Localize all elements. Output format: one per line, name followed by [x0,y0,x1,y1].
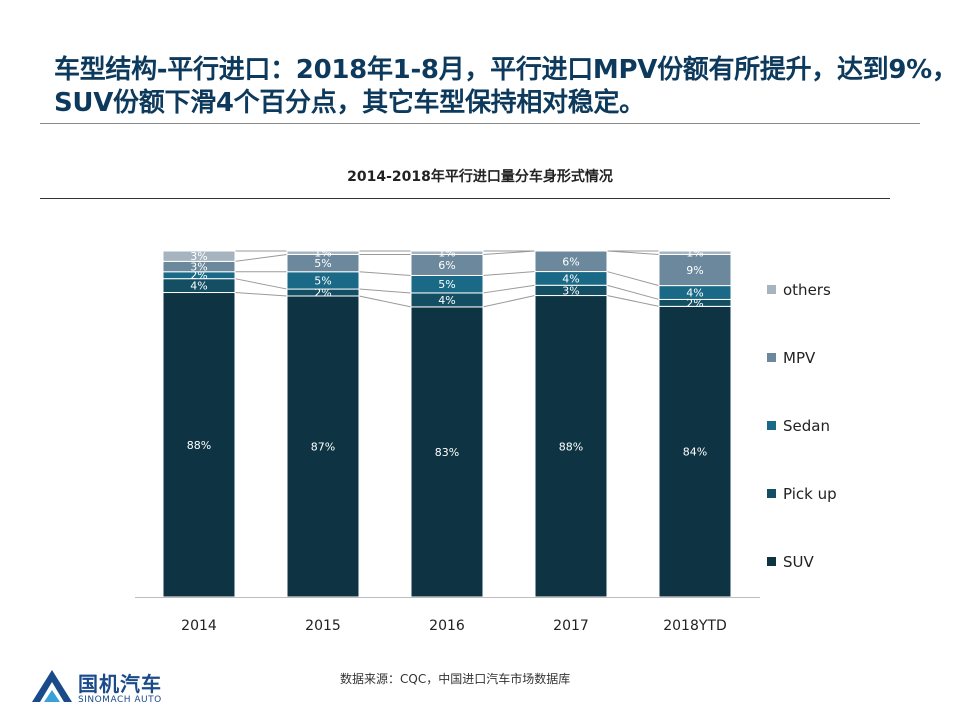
data-label: 5% [438,278,455,291]
legend-label: Pick up [783,485,837,503]
bar-segment-others [286,250,360,255]
connector-line [234,292,288,297]
headline-divider [40,123,920,124]
connector-line [482,284,536,294]
bar-segment-others [410,250,484,255]
connector-line [234,253,288,262]
bar-segment-suv [286,295,360,598]
legend-swatch [767,557,776,566]
headline: 车型结构-平行进口：2018年1-8月，平行进口MPV份额有所提升，达到9%， … [54,54,958,120]
x-tick-label: 2014 [181,618,217,634]
data-label: 3% [190,261,207,274]
data-label: 4% [562,272,579,285]
data-label: 6% [562,255,579,268]
connector-line [482,250,536,255]
x-tick-label: 2017 [553,618,589,634]
data-label: 3% [562,284,579,297]
data-label: 1% [438,247,455,260]
data-label: 9% [686,264,703,277]
legend-swatch [767,421,776,430]
data-label: 83% [435,446,459,459]
data-label: 5% [314,257,331,270]
data-label: 4% [686,287,703,300]
data-label: 88% [559,440,583,453]
legend-swatch [767,353,776,362]
data-label: 2% [190,269,207,282]
connector-line [358,295,412,308]
bar-segment-mpv [658,253,732,287]
bar-segment-suv [162,292,236,598]
connector-lines [234,250,660,308]
company-logo: 国机汽车 SINOMACH AUTO [30,664,230,710]
data-label: 88% [187,439,211,452]
connector-line [482,271,536,276]
x-tick-label: 2016 [429,618,465,634]
x-tick-label: 2015 [305,618,341,634]
connector-line [606,284,660,300]
data-label: 3% [190,250,207,263]
connector-line [606,295,660,307]
data-label: 2% [314,287,331,300]
legend-label: MPV [783,349,816,367]
legend-swatch [767,285,776,294]
bar-segment-others [658,250,732,255]
legend-swatch [767,489,776,498]
bar-segment-mpv [534,250,608,273]
logo-name: 国机汽车 [78,672,162,696]
data-label: 4% [438,294,455,307]
data-label: 87% [311,440,335,453]
connector-line [234,278,288,290]
connector-line [358,271,412,276]
logo-subtitle: SINOMACH AUTO [78,695,162,705]
bar-segment-suv [410,306,484,598]
data-source-note: 数据来源：CQC，中国进口汽车市场数据库 [340,672,571,686]
data-label: 1% [686,247,703,260]
data-label: 2% [686,297,703,310]
data-label: 6% [438,259,455,272]
bar-segment-others [162,250,236,262]
connector-line [482,295,536,308]
data-label: 84% [683,446,707,459]
logo-mountain-icon [32,670,72,702]
data-label: 5% [314,274,331,287]
x-tick-label: 2018YTD [663,618,727,634]
data-label: 4% [190,280,207,293]
legend-label: Sedan [783,417,830,435]
legend-label: others [783,281,831,299]
connector-line [358,288,412,294]
connector-line [606,250,660,255]
data-label: 1% [314,247,331,260]
bar-segment-suv [658,305,732,598]
headline-line-2: SUV份额下滑4个百分点，其它车型保持相对稳定。 [54,88,645,118]
legend-label: SUV [783,553,815,571]
bar-segment-suv [534,295,608,598]
connector-line [606,271,660,287]
chart-title: 2014-2018年平行进口量分车身形式情况 [347,169,613,185]
headline-line-1: 车型结构-平行进口：2018年1-8月，平行进口MPV份额有所提升，达到9%， [54,55,958,85]
chart-title-divider [40,198,890,199]
